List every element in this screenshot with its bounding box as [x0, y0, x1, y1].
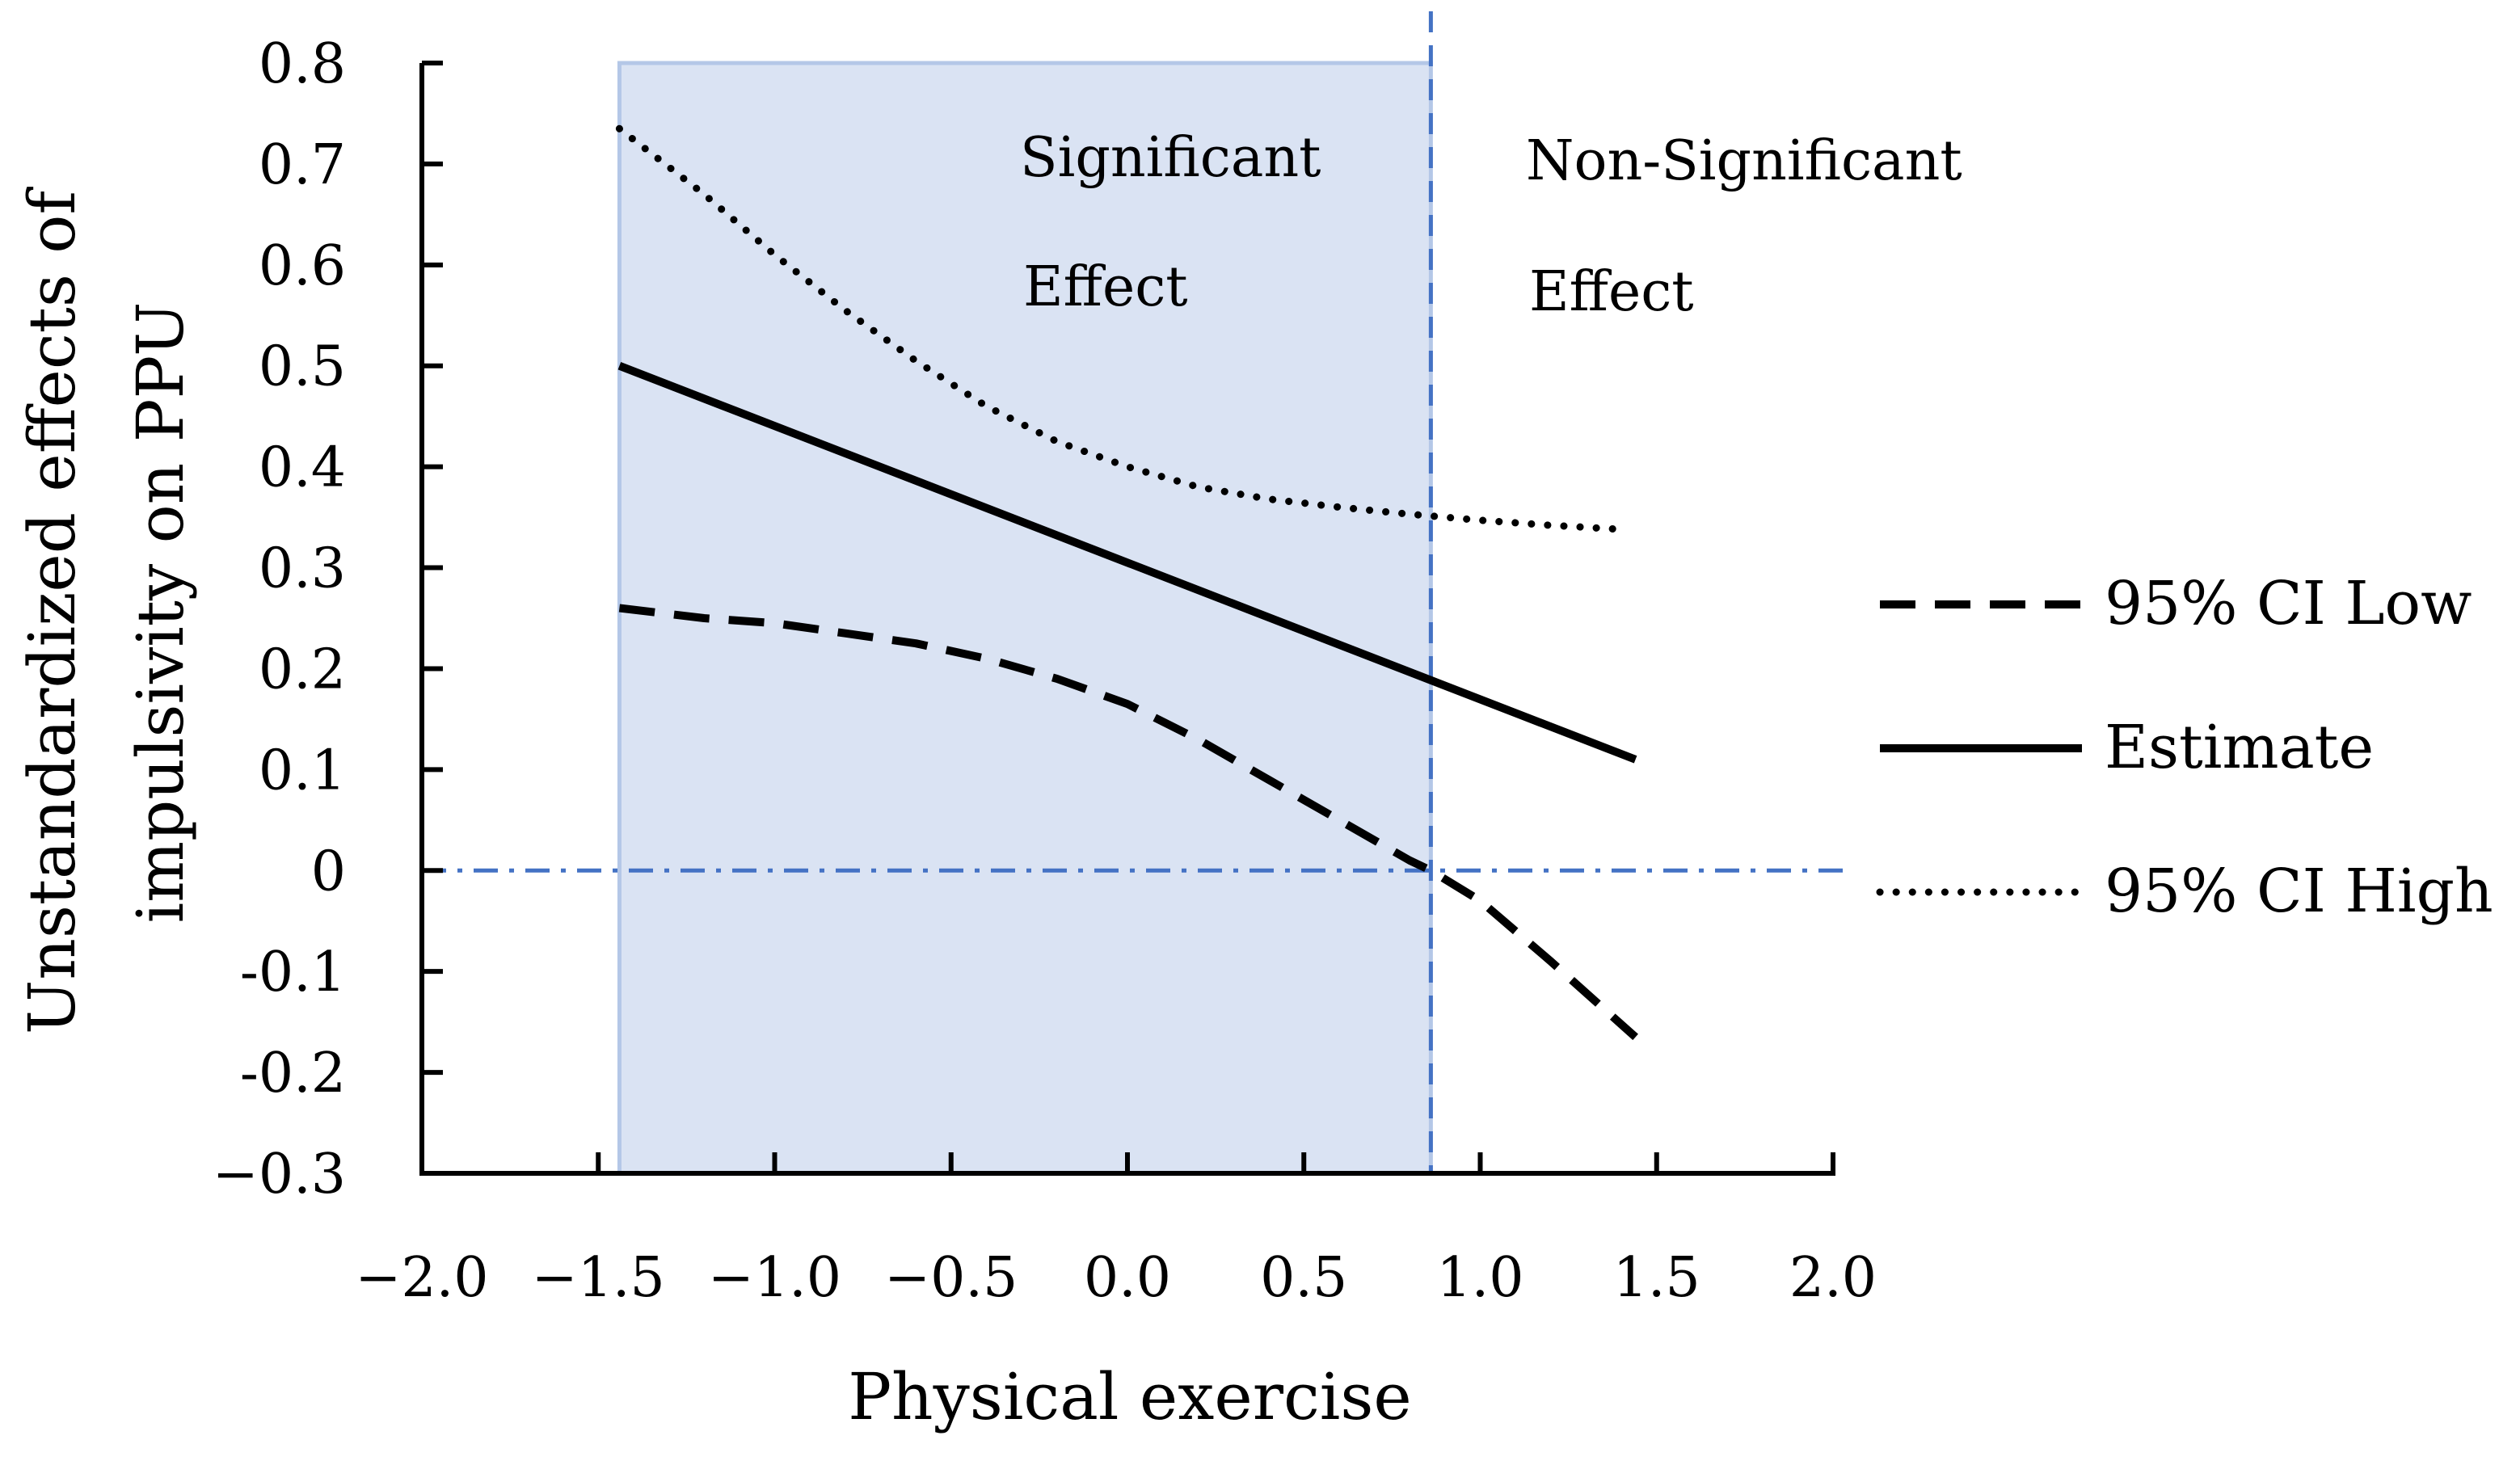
legend: 95% CI Low Estimate 95% CI High	[1876, 569, 2493, 926]
legend-label-estimate: Estimate	[2105, 713, 2374, 782]
y-tick-label: 0.7	[259, 133, 346, 197]
y-tick-label: 0.3	[259, 537, 346, 601]
x-tick-label: −0.5	[884, 1246, 1018, 1310]
significant-label-line2: Effect	[1023, 255, 1188, 319]
y-axis-title: Unstandardized effects of impulsivity on…	[15, 187, 198, 1035]
significant-label-line1: Significant	[1020, 126, 1321, 190]
nonsignificant-label-line2: Effect	[1529, 260, 1694, 324]
x-tick-label: 1.0	[1436, 1246, 1523, 1310]
x-tick-label: 2.0	[1789, 1246, 1877, 1310]
y-tick-label: 0	[311, 840, 346, 903]
nonsignificant-label-line1: Non-Significant	[1526, 129, 1962, 193]
x-tick-label: 0.0	[1084, 1246, 1171, 1310]
x-tick-label: 1.5	[1613, 1246, 1700, 1310]
legend-label-ci-low: 95% CI Low	[2105, 569, 2472, 638]
y-tick-label: 0.8	[259, 32, 346, 96]
y-axis-title-line2: impulsivity on PPU	[123, 302, 198, 924]
y-tick-label: 0.6	[259, 234, 346, 298]
x-tick-label: −2.0	[355, 1246, 488, 1310]
legend-label-ci-high: 95% CI High	[2105, 857, 2493, 926]
y-tick-label: 0.2	[259, 638, 346, 701]
y-tick-label: -0.1	[240, 941, 346, 1004]
series-line-95-ci-high	[615, 124, 1625, 533]
y-tick-label: 0.4	[259, 436, 346, 500]
y-axis-title-line1: Unstandardized effects of	[15, 187, 90, 1035]
y-tick-label: 0.1	[259, 739, 346, 802]
y-tick-label: −0.3	[213, 1143, 346, 1206]
x-tick-label: 0.5	[1260, 1246, 1347, 1310]
x-axis-title: Physical exercise	[848, 1359, 1412, 1434]
x-tick-label: −1.0	[708, 1246, 841, 1310]
y-tick-label: -0.2	[240, 1042, 346, 1105]
y-tick-label: 0.5	[259, 335, 346, 399]
series-line-95-ci-low	[618, 604, 1638, 1041]
x-tick-label: −1.5	[532, 1246, 665, 1310]
series-line-estimate	[617, 362, 1637, 764]
